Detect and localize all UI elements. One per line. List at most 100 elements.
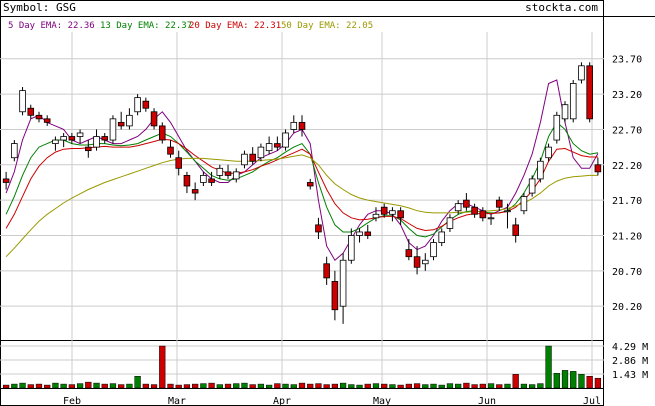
grid-lines bbox=[0, 32, 604, 388]
candlestick bbox=[380, 203, 388, 218]
candlestick bbox=[487, 214, 495, 225]
volume-bar bbox=[224, 383, 232, 389]
candlestick bbox=[561, 101, 569, 123]
candlestick bbox=[232, 168, 240, 183]
candlestick bbox=[101, 132, 109, 144]
site-name[interactable]: stockta.com bbox=[525, 1, 598, 14]
volume-bar bbox=[52, 382, 59, 389]
volume-bar bbox=[496, 384, 503, 389]
candlestick bbox=[586, 62, 593, 123]
volume-bar bbox=[290, 384, 297, 389]
volume-bar bbox=[282, 383, 289, 389]
volume-bar bbox=[529, 384, 536, 389]
candlestick bbox=[323, 256, 330, 285]
volume-bar bbox=[463, 382, 470, 389]
candlestick bbox=[315, 217, 322, 240]
candlestick bbox=[454, 200, 462, 215]
candlestick bbox=[11, 140, 18, 162]
legend-ema-20: 20 Day EMA: 22.31 bbox=[189, 21, 281, 31]
candlestick bbox=[528, 175, 536, 197]
candlestick bbox=[175, 150, 182, 176]
volume-bar bbox=[487, 383, 495, 389]
ema-line-3 bbox=[5, 154, 598, 258]
volume-bar bbox=[265, 384, 273, 389]
candlestick bbox=[430, 239, 437, 261]
volume-bar bbox=[446, 383, 454, 389]
month-tick-label: Feb bbox=[63, 396, 81, 406]
symbol-title: Symbol: GSG bbox=[3, 1, 76, 14]
price-tick-label: 20.20 bbox=[612, 302, 642, 313]
candlestick bbox=[68, 132, 76, 144]
candlestick bbox=[553, 111, 561, 144]
volume-bar bbox=[594, 377, 602, 389]
volume-bar bbox=[331, 383, 339, 389]
candlestick bbox=[520, 193, 528, 215]
candlestick bbox=[126, 108, 133, 130]
volume-bar bbox=[422, 384, 429, 389]
date-axis: Feb Mar Apr May Jun Jul bbox=[63, 396, 601, 406]
candlestick bbox=[52, 136, 59, 151]
volume-bar bbox=[134, 376, 141, 389]
volume-bar bbox=[126, 383, 133, 389]
candlestick bbox=[569, 79, 577, 123]
candlestick bbox=[446, 214, 454, 232]
candlestick bbox=[594, 157, 602, 176]
volume-bar bbox=[200, 383, 207, 389]
volume-bar bbox=[159, 345, 166, 389]
candlestick bbox=[290, 115, 298, 133]
volume-bar bbox=[586, 376, 593, 389]
candlestick bbox=[183, 171, 191, 194]
month-tick-label: Jul bbox=[583, 396, 601, 406]
volume-tick-label: 1.43 M bbox=[612, 370, 648, 381]
volume-bar bbox=[570, 371, 577, 389]
volume-bar bbox=[85, 381, 92, 389]
volume-bar bbox=[68, 384, 75, 389]
volume-bar bbox=[11, 383, 18, 389]
legend-ema-13: 13 Day EMA: 22.37 bbox=[100, 21, 192, 31]
ema-legend: 5 Day EMA: 22.36 13 Day EMA: 22.37 20 Da… bbox=[8, 21, 373, 31]
candlestick bbox=[150, 108, 158, 130]
candlestick bbox=[397, 207, 404, 225]
price-tick-label: 23.20 bbox=[612, 90, 642, 101]
volume-bar bbox=[109, 383, 117, 389]
candlestick bbox=[249, 147, 256, 165]
volume-bar bbox=[175, 384, 182, 389]
volume-bar bbox=[274, 383, 281, 389]
volume-bar bbox=[455, 383, 462, 389]
price-tick-label: 21.70 bbox=[612, 196, 642, 207]
candlestick bbox=[19, 87, 26, 116]
candlestick bbox=[60, 132, 67, 148]
volume-bar bbox=[397, 384, 404, 389]
volume-tick-label: 2.86 M bbox=[612, 356, 648, 367]
candlesticks bbox=[2, 62, 602, 324]
candlestick bbox=[142, 97, 150, 112]
candlestick bbox=[274, 136, 281, 151]
volume-bar bbox=[339, 382, 347, 389]
volume-bar bbox=[118, 384, 125, 389]
candlestick bbox=[463, 193, 470, 211]
candlestick bbox=[389, 207, 396, 222]
candlestick bbox=[158, 122, 166, 144]
volume-bar bbox=[93, 382, 100, 389]
volume-bar bbox=[504, 383, 511, 389]
volume-bar bbox=[233, 383, 240, 389]
month-tick-label: Jun bbox=[478, 396, 496, 406]
chart-border bbox=[0, 0, 604, 406]
volume-bar bbox=[545, 345, 552, 389]
legend-ema-50: 50 Day EMA: 22.05 bbox=[281, 21, 373, 31]
candlestick bbox=[2, 171, 10, 190]
candlestick bbox=[413, 246, 421, 275]
volume-bar bbox=[561, 370, 569, 389]
ema-line-0 bbox=[5, 79, 599, 261]
volume-bar bbox=[183, 384, 191, 389]
volume-bar bbox=[578, 374, 585, 389]
candlestick bbox=[504, 203, 511, 229]
volume-bar bbox=[553, 373, 560, 389]
volume-bar bbox=[438, 384, 445, 389]
candlestick bbox=[298, 115, 306, 137]
candlestick bbox=[364, 224, 372, 240]
volume-bar bbox=[167, 383, 174, 389]
volume-bar bbox=[413, 383, 421, 389]
candlestick bbox=[306, 178, 314, 190]
